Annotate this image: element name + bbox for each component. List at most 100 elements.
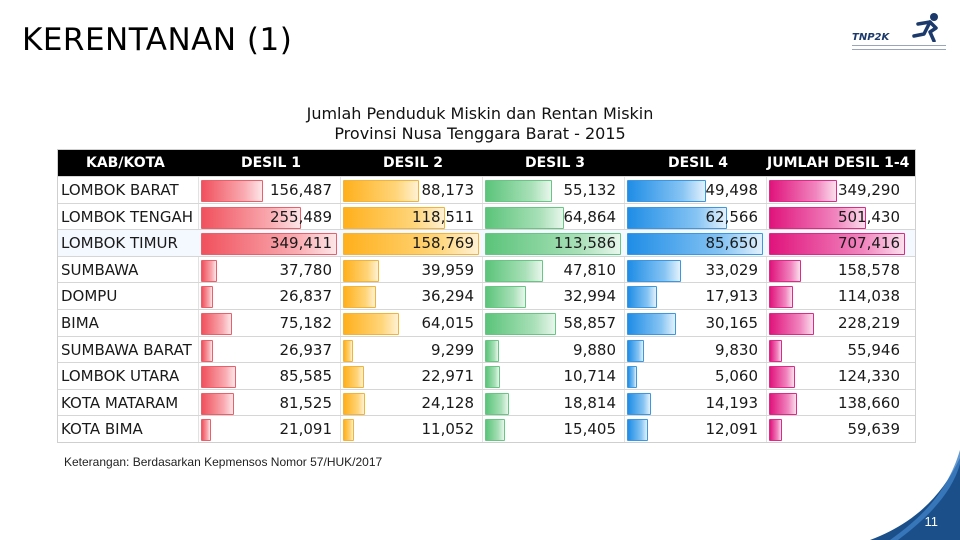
data-bar-d2 xyxy=(343,286,376,309)
data-bar-d2 xyxy=(343,366,364,389)
cell-d3: 47,810 xyxy=(483,257,621,283)
data-bar-d3 xyxy=(485,233,621,256)
cell-d2: 24,128 xyxy=(341,390,479,416)
cell-d3: 32,994 xyxy=(483,283,621,309)
data-bar-total xyxy=(769,206,866,229)
cell-d4: 62,566 xyxy=(625,204,763,230)
cell-d2: 118,511 xyxy=(341,204,479,230)
cell-total: 55,946 xyxy=(767,337,905,363)
data-bar-d1 xyxy=(201,259,217,282)
cell-d4: 14,193 xyxy=(625,390,763,416)
cell-value: 5,060 xyxy=(715,367,758,386)
data-bar-d1 xyxy=(201,313,232,335)
data-bar-d4 xyxy=(627,313,676,335)
cell-value: 158,578 xyxy=(837,260,900,279)
table-row: SUMBAWA 37,780 39,959 47,810 33,029 158,578 xyxy=(58,255,915,284)
table-title-line2: Provinsi Nusa Tenggara Barat - 2015 xyxy=(334,124,626,143)
data-bar-d1 xyxy=(201,233,337,256)
data-bar-total xyxy=(769,339,782,362)
cell-d3: 113,586 xyxy=(483,230,621,256)
cell-total: 59,639 xyxy=(767,416,905,442)
header-kab-kota: KAB/KOTA xyxy=(86,155,165,171)
data-bar-d2 xyxy=(343,313,399,335)
cell-d1: 156,487 xyxy=(199,177,337,203)
data-bar-d4 xyxy=(627,339,644,362)
data-bar-total xyxy=(769,286,793,309)
cell-d1: 255,489 xyxy=(199,204,337,230)
data-bar-total xyxy=(769,419,782,442)
cell-d1: 21,091 xyxy=(199,416,337,442)
cell-value: 26,937 xyxy=(279,340,333,359)
data-table: KAB/KOTA DESIL 1 DESIL 2 DESIL 3 DESIL 4… xyxy=(57,149,916,443)
row-name: LOMBOK TENGAH xyxy=(61,207,194,226)
cell-total: 138,660 xyxy=(767,390,905,416)
data-bar-d3 xyxy=(485,313,556,335)
cell-value: 22,971 xyxy=(421,367,475,386)
cell-value: 37,780 xyxy=(279,260,333,279)
footnote: Keterangan: Berdasarkan Kepmensos Nomor … xyxy=(64,455,383,469)
table-row: LOMBOK TIMUR 349,411 158,769 113,586 85,650 7… xyxy=(58,229,915,257)
data-bar-total xyxy=(769,233,905,256)
cell-value: 156,487 xyxy=(269,181,332,199)
cell-d1: 349,411 xyxy=(199,230,337,256)
cell-total: 158,578 xyxy=(767,257,905,283)
data-bar-d3 xyxy=(485,206,564,229)
header-desil-3: DESIL 3 xyxy=(525,155,586,171)
cell-d2: 9,299 xyxy=(341,337,479,363)
cell-value: 85,585 xyxy=(279,367,333,386)
data-bar-d4 xyxy=(627,392,651,415)
data-bar-total xyxy=(769,259,801,282)
data-bar-d1 xyxy=(201,419,211,442)
cell-value: 21,091 xyxy=(279,420,333,439)
row-name: SUMBAWA xyxy=(61,260,139,279)
data-bar-d3 xyxy=(485,180,552,202)
cell-d4: 12,091 xyxy=(625,416,763,442)
data-bar-d1 xyxy=(201,206,301,229)
table-row: BIMA 75,182 64,015 58,857 30,165 228,219 xyxy=(58,309,915,337)
cell-value: 11,052 xyxy=(421,420,475,439)
cell-value: 138,660 xyxy=(837,393,900,412)
data-bar-d4 xyxy=(627,206,727,229)
cell-value: 255,489 xyxy=(269,207,332,226)
data-bar-d1 xyxy=(201,366,236,389)
header-desil-4: DESIL 4 xyxy=(668,155,729,171)
row-name: KOTA MATARAM xyxy=(61,393,179,412)
data-bar-d2 xyxy=(343,259,379,282)
cell-value: 49,498 xyxy=(705,181,759,199)
cell-value: 9,880 xyxy=(573,340,616,359)
data-bar-total xyxy=(769,180,837,202)
data-bar-d4 xyxy=(627,286,657,309)
cell-value: 36,294 xyxy=(421,287,475,306)
cell-value: 55,132 xyxy=(563,181,617,199)
data-bar-d4 xyxy=(627,259,681,282)
cell-d4: 30,165 xyxy=(625,310,763,336)
cell-d2: 88,173 xyxy=(341,177,479,203)
cell-value: 15,405 xyxy=(563,420,617,439)
cell-value: 124,330 xyxy=(837,367,900,386)
header-jumlah: JUMLAH DESIL 1-4 xyxy=(767,155,910,171)
cell-d4: 33,029 xyxy=(625,257,763,283)
cell-value: 30,165 xyxy=(705,314,759,332)
cell-value: 75,182 xyxy=(279,314,333,332)
tnp2k-logo: TNP2K xyxy=(852,12,946,54)
cell-d4: 5,060 xyxy=(625,363,763,389)
cell-d4: 17,913 xyxy=(625,283,763,309)
data-bar-d2 xyxy=(343,419,354,442)
cell-value: 12,091 xyxy=(705,420,759,439)
cell-value: 17,913 xyxy=(705,287,759,306)
data-bar-d1 xyxy=(201,392,234,415)
data-bar-d1 xyxy=(201,339,213,362)
cell-value: 349,411 xyxy=(269,234,332,253)
row-name: BIMA xyxy=(61,314,99,332)
cell-value: 39,959 xyxy=(421,260,475,279)
cell-total: 707,416 xyxy=(767,230,905,256)
data-bar-d3 xyxy=(485,339,499,362)
data-bar-d4 xyxy=(627,180,706,202)
corner-decoration xyxy=(870,450,960,540)
cell-d2: 39,959 xyxy=(341,257,479,283)
page-number: 11 xyxy=(924,514,939,529)
cell-d3: 18,814 xyxy=(483,390,621,416)
cell-value: 113,586 xyxy=(553,234,616,253)
cell-d2: 11,052 xyxy=(341,416,479,442)
logo-subline xyxy=(852,45,946,50)
